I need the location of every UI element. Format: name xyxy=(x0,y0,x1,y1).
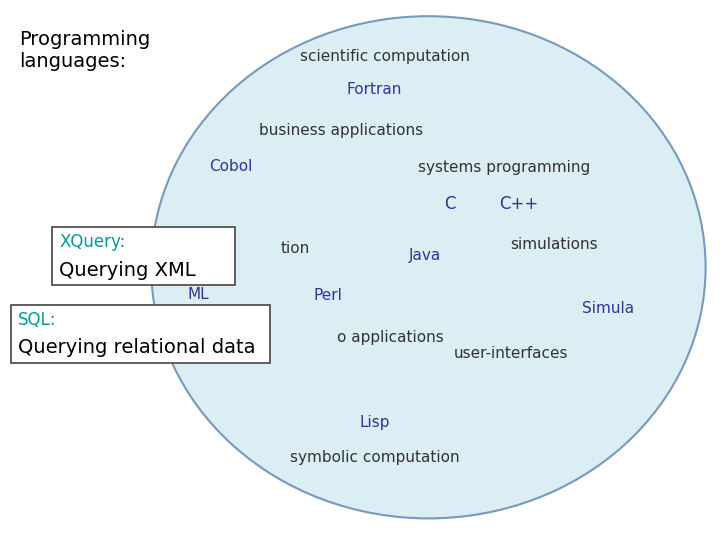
Text: C: C xyxy=(444,195,456,213)
Text: ML: ML xyxy=(187,287,209,302)
Text: XQuery:: XQuery: xyxy=(59,233,125,251)
Text: business applications: business applications xyxy=(259,123,423,138)
Text: Querying XML: Querying XML xyxy=(59,261,196,280)
Text: simulations: simulations xyxy=(510,237,598,252)
Text: systems programming: systems programming xyxy=(418,160,590,175)
Text: SQL:: SQL: xyxy=(18,311,56,329)
Text: o applications: o applications xyxy=(337,330,444,345)
FancyBboxPatch shape xyxy=(11,305,270,363)
Text: symbolic computation: symbolic computation xyxy=(289,450,459,465)
Text: Fortran: Fortran xyxy=(347,82,402,97)
FancyBboxPatch shape xyxy=(52,227,235,285)
Text: Programming
languages:: Programming languages: xyxy=(19,30,150,71)
Text: Cobol: Cobol xyxy=(209,159,252,174)
Text: user-interfaces: user-interfaces xyxy=(454,346,569,361)
Text: Simula: Simula xyxy=(582,301,634,316)
Ellipse shape xyxy=(151,16,706,518)
Text: C++: C++ xyxy=(499,195,538,213)
Text: tion: tion xyxy=(281,241,310,256)
Text: Perl: Perl xyxy=(313,288,342,303)
Text: scientific computation: scientific computation xyxy=(300,49,470,64)
Text: Querying relational data: Querying relational data xyxy=(18,339,256,357)
Text: Lisp: Lisp xyxy=(359,415,390,430)
Text: Java: Java xyxy=(409,248,441,263)
